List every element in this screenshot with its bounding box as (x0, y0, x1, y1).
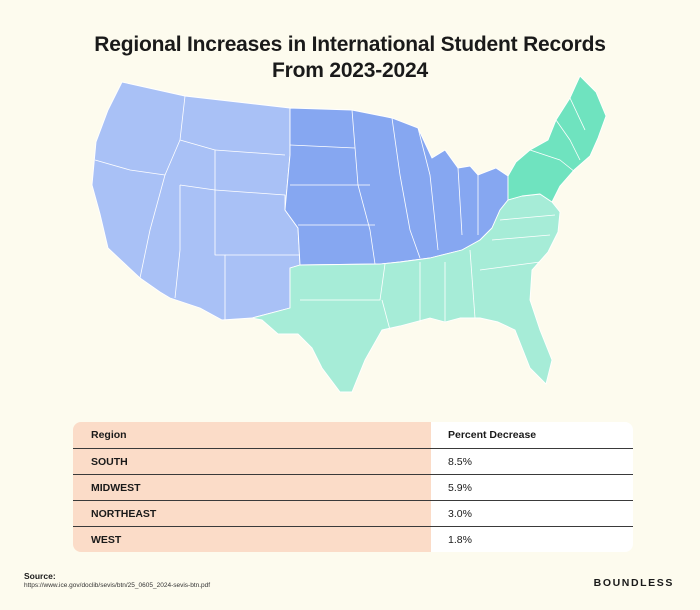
header-region: Region (73, 422, 431, 448)
region-northeast (507, 75, 607, 203)
row-value: 8.5% (431, 449, 633, 474)
chart-title: Regional Increases in International Stud… (0, 32, 700, 84)
state-borders (94, 95, 586, 331)
row-region: NORTHEAST (73, 501, 431, 526)
source-label: Source: (24, 571, 56, 581)
region-midwest (284, 107, 509, 266)
title-line-2: From 2023-2024 (272, 59, 428, 82)
region-west (91, 81, 301, 321)
row-value: 5.9% (431, 475, 633, 500)
region-table: Region Percent Decrease SOUTH 8.5% MIDWE… (73, 422, 633, 552)
table-header-row: Region Percent Decrease (73, 422, 633, 449)
row-region: WEST (73, 527, 431, 552)
source-link[interactable]: https://www.ice.gov/doclib/sevis/btn/25_… (24, 582, 211, 589)
table-row: NORTHEAST 3.0% (73, 501, 633, 527)
row-value: 3.0% (431, 501, 633, 526)
row-region: MIDWEST (73, 475, 431, 500)
row-region: SOUTH (73, 449, 431, 474)
table-row: SOUTH 8.5% (73, 449, 633, 475)
table-row: MIDWEST 5.9% (73, 475, 633, 501)
title-line-1: Regional Increases in International Stud… (94, 33, 606, 56)
region-south (251, 193, 561, 393)
brand-logo: BOUNDLESS (593, 577, 674, 589)
row-value: 1.8% (431, 527, 633, 552)
header-percent-decrease: Percent Decrease (431, 422, 633, 448)
us-regions-map (91, 75, 607, 393)
table-row: WEST 1.8% (73, 527, 633, 552)
